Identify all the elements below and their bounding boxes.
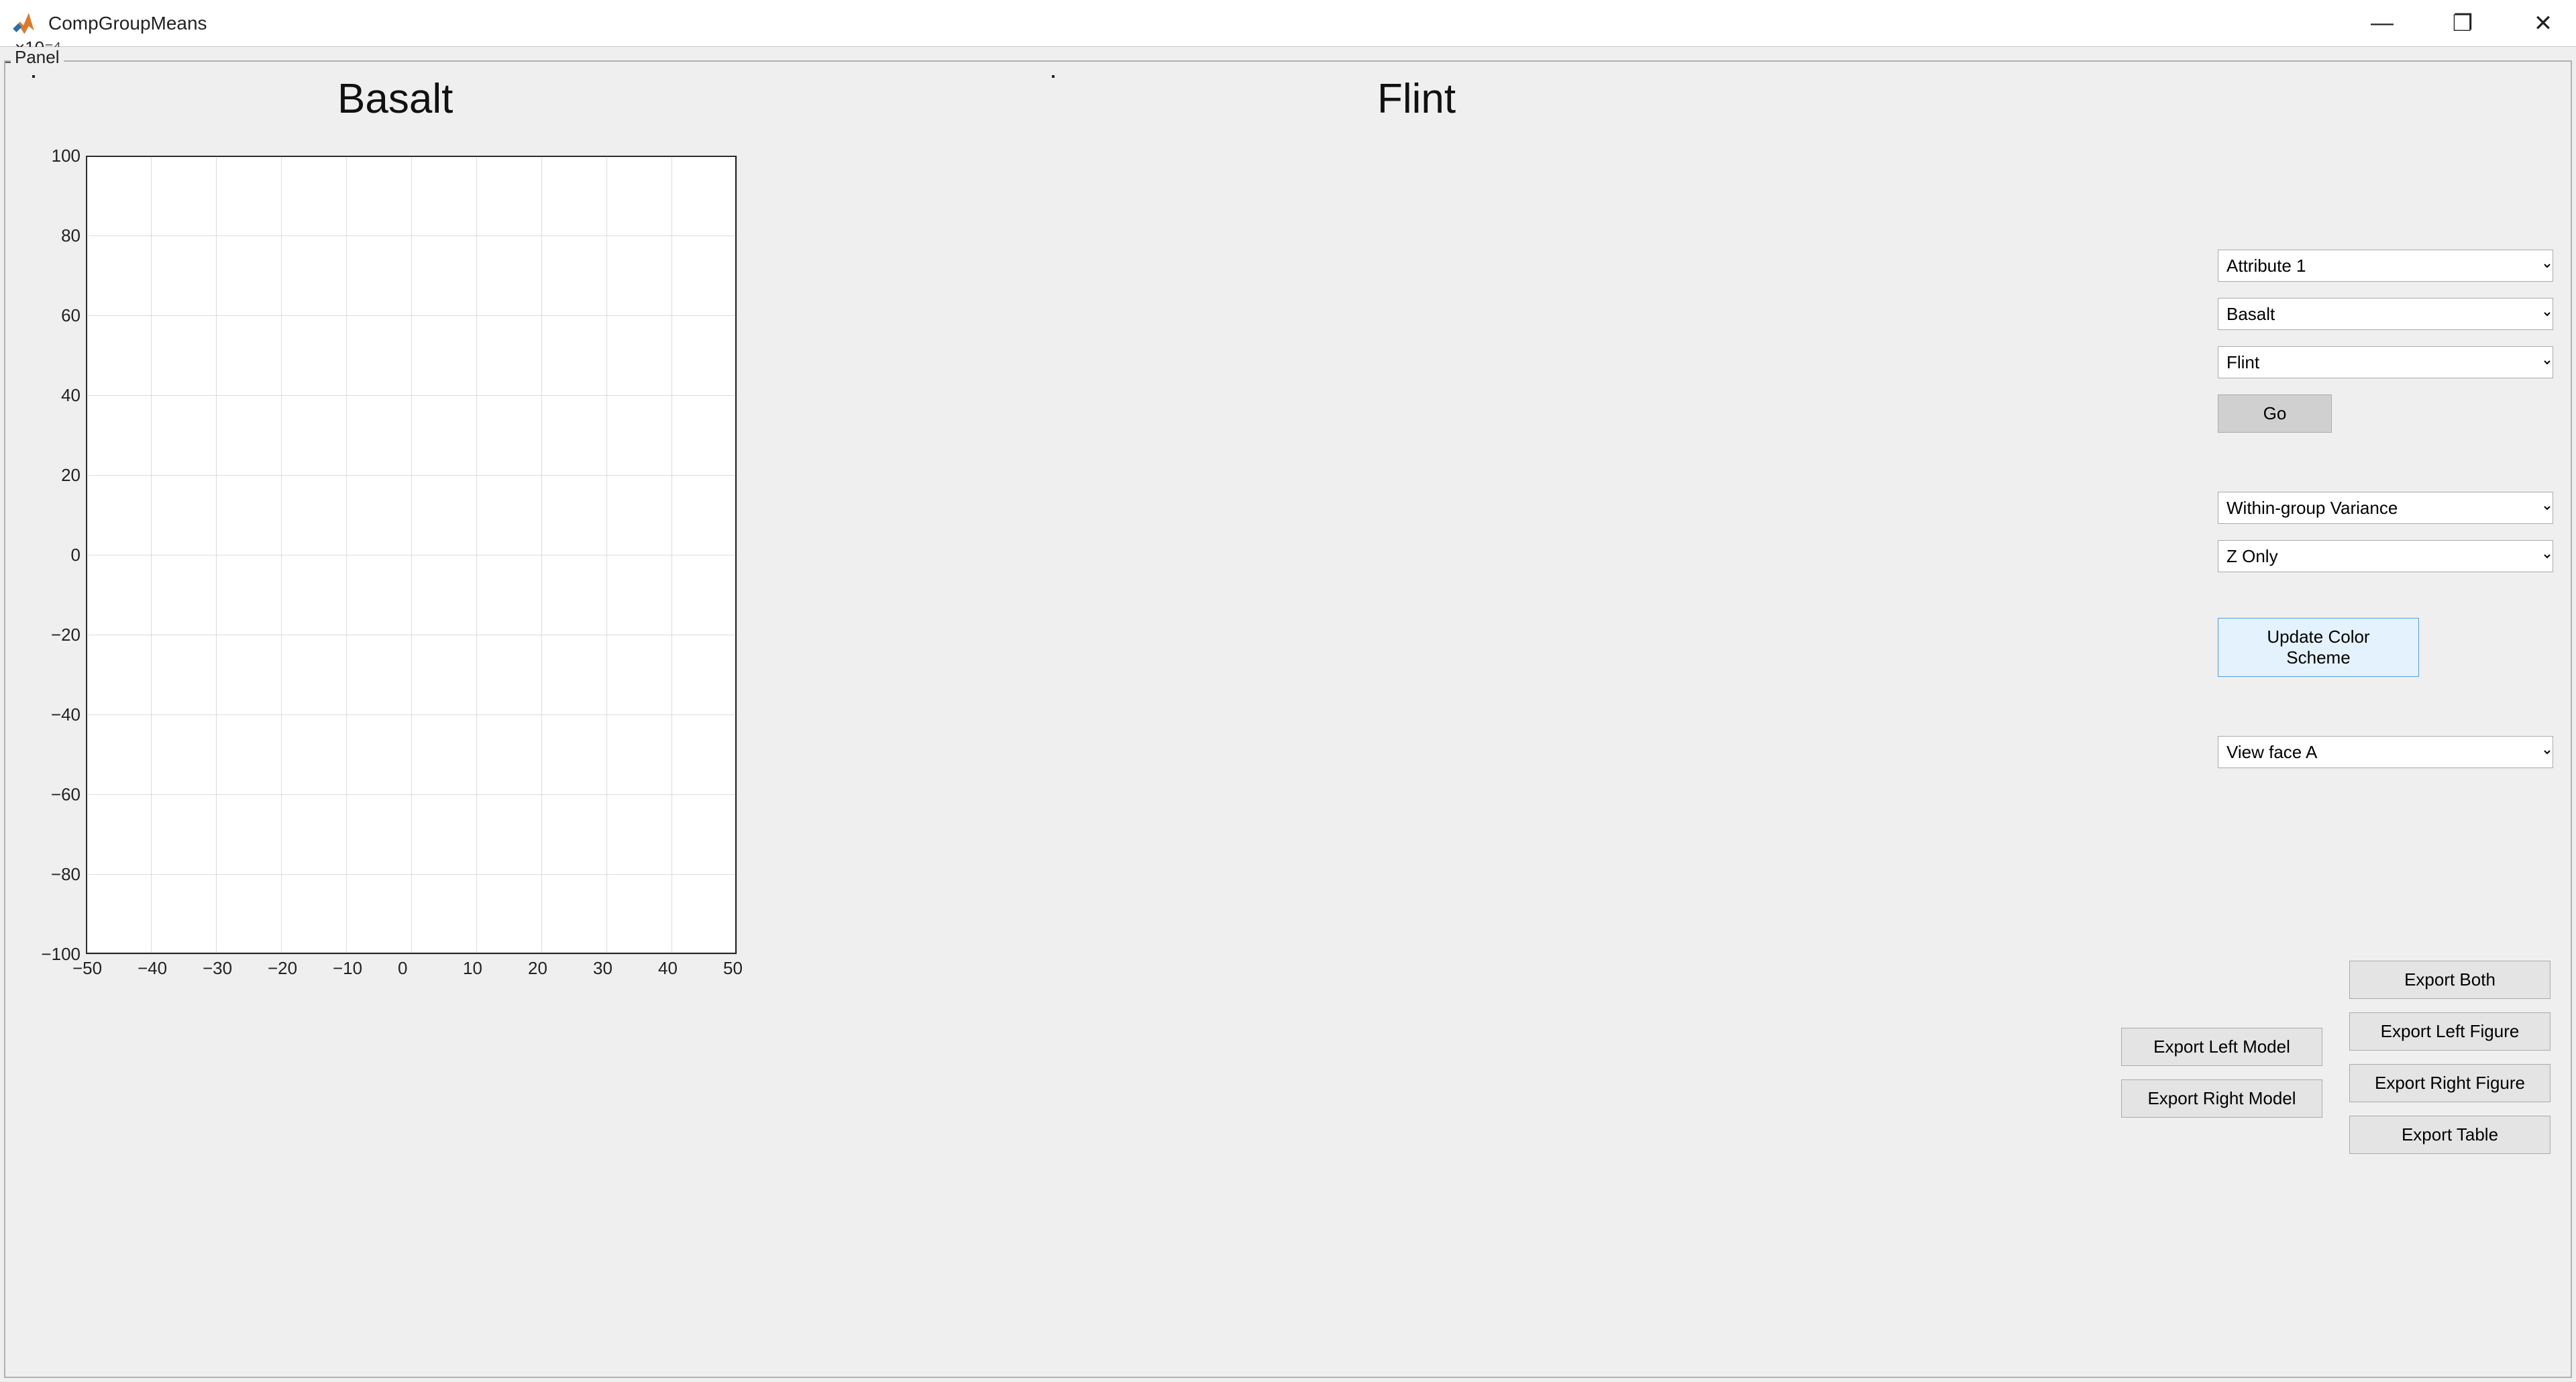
maximize-icon[interactable]: ❐ [2446,10,2479,37]
export-table-button[interactable]: Export Table [2349,1116,2551,1154]
group-a-select[interactable]: Basalt [2218,298,2553,330]
panel-label: Panel [11,47,64,68]
titlebar: CompGroupMeans — ❐ ✕ [0,0,2576,47]
axes-basalt-top [32,75,35,78]
export-right-model-button[interactable]: Export Right Model [2121,1079,2322,1118]
go-button[interactable]: Go [2218,394,2332,433]
export-left-model-button[interactable]: Export Left Model [2121,1028,2322,1066]
attribute-select[interactable]: Attribute 1 [2218,250,2553,282]
variance-mode-select[interactable]: Within-group Variance [2218,492,2553,524]
control-panel: Attribute 1 Basalt Flint Go Within-group… [2218,250,2553,768]
close-icon[interactable]: ✕ [2526,10,2560,37]
plot-group-basalt: Basalt −50−40−30−20−1001020304050−100−80… [32,75,1132,1276]
group-b-select[interactable]: Flint [2218,346,2553,378]
export-both-button[interactable]: Export Both [2349,961,2551,999]
view-face-select[interactable]: View face A [2218,736,2553,768]
plot-title-flint: Flint [1377,75,1456,123]
plot-group-flint: Flint [1052,75,2152,1276]
axes-flint-top [1052,75,1055,78]
export-right-figure-button[interactable]: Export Right Figure [2349,1064,2551,1102]
minimize-icon[interactable]: — [2365,10,2399,37]
plot-title-basalt: Basalt [337,75,453,123]
update-color-scheme-button[interactable]: Update Color Scheme [2218,618,2419,677]
axis-mode-select[interactable]: Z Only [2218,540,2553,572]
window-title: CompGroupMeans [48,13,207,34]
app-body: Basalt −50−40−30−20−1001020304050−100−80… [4,60,2572,1378]
app-icon [9,9,38,38]
export-left-figure-button[interactable]: Export Left Figure [2349,1012,2551,1051]
